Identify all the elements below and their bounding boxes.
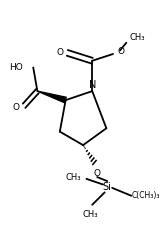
Text: Si: Si (103, 182, 112, 192)
Text: CH₃: CH₃ (83, 210, 98, 219)
Text: O: O (56, 48, 63, 57)
Text: HO: HO (9, 63, 23, 72)
Text: CH₃: CH₃ (66, 173, 81, 182)
Text: O: O (117, 47, 124, 56)
Text: O: O (94, 169, 101, 178)
Polygon shape (37, 91, 66, 103)
Text: O: O (12, 104, 19, 112)
Text: CH₃: CH₃ (130, 33, 145, 42)
Text: C(CH₃)₃: C(CH₃)₃ (132, 191, 161, 200)
Text: N: N (89, 80, 96, 90)
